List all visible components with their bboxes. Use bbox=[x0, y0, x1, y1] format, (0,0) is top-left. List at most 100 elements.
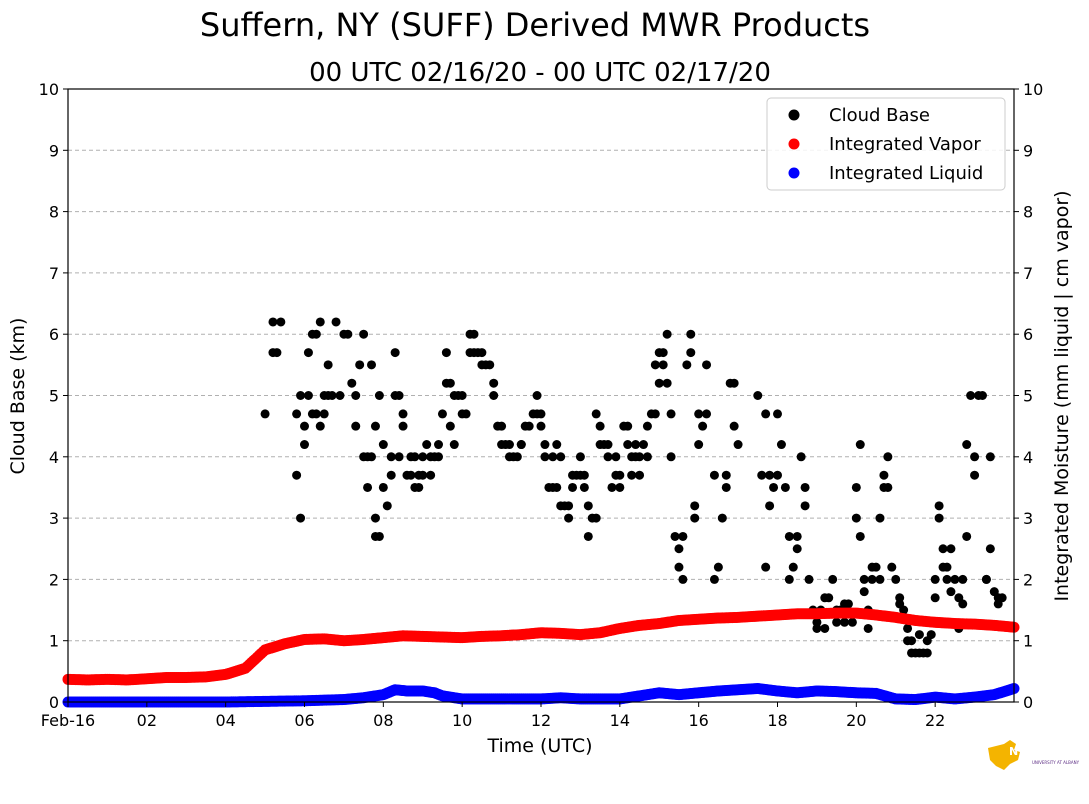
cloud-base-point bbox=[970, 452, 980, 462]
cloud-base-point bbox=[942, 574, 952, 584]
x-tick-label: 14 bbox=[610, 711, 630, 730]
cloud-base-point bbox=[635, 470, 645, 480]
cloud-base-point bbox=[966, 391, 976, 400]
y2-tick-label: 1 bbox=[1023, 632, 1033, 651]
cloud-base-point bbox=[776, 440, 786, 450]
cloud-base-point bbox=[922, 648, 932, 658]
cloud-base-point bbox=[276, 317, 286, 327]
cloud-base-point bbox=[260, 409, 270, 419]
cloud-base-point bbox=[674, 562, 684, 572]
cloud-base-point bbox=[840, 617, 850, 627]
y2-tick-label: 4 bbox=[1023, 448, 1033, 467]
cloud-base-point bbox=[516, 440, 526, 450]
cloud-base-point bbox=[410, 452, 420, 462]
y-tick-label: 3 bbox=[49, 509, 59, 528]
cloud-base-point bbox=[311, 329, 321, 339]
cloud-base-point bbox=[552, 440, 562, 450]
y2-tick-label: 2 bbox=[1023, 570, 1033, 589]
cloud-base-point bbox=[950, 574, 960, 584]
data-series bbox=[62, 317, 1020, 708]
cloud-base-point bbox=[434, 440, 444, 450]
cloud-base-point bbox=[536, 409, 546, 419]
cloud-base-point bbox=[875, 574, 885, 584]
ny-state-shape bbox=[988, 740, 1020, 770]
cloud-base-point bbox=[985, 452, 995, 462]
cloud-base-point bbox=[946, 587, 956, 597]
cloud-base-point bbox=[437, 409, 447, 419]
cloud-base-point bbox=[800, 482, 810, 492]
cloud-base-point bbox=[394, 452, 404, 462]
series-integrated-vapor bbox=[62, 607, 1020, 686]
cloud-base-point bbox=[635, 452, 645, 462]
cloud-base-point bbox=[406, 470, 416, 480]
cloud-base-point bbox=[650, 360, 660, 370]
cloud-base-point bbox=[524, 421, 534, 431]
cloud-base-point bbox=[753, 391, 763, 400]
cloud-base-point bbox=[658, 360, 668, 370]
cloud-base-point bbox=[414, 482, 424, 492]
cloud-base-point bbox=[303, 348, 313, 358]
cloud-base-point bbox=[386, 452, 396, 462]
cloud-base-point bbox=[765, 501, 775, 511]
cloud-base-point bbox=[504, 440, 514, 450]
y2-tick-label: 10 bbox=[1023, 80, 1043, 99]
cloud-base-point bbox=[958, 599, 968, 609]
x-tick-label: 16 bbox=[688, 711, 708, 730]
cloud-base-point bbox=[962, 440, 972, 450]
cloud-base-point bbox=[485, 360, 495, 370]
cloud-base-point bbox=[958, 574, 968, 584]
chart-title: Suffern, NY (SUFF) Derived MWR Products bbox=[200, 6, 870, 44]
cloud-base-point bbox=[907, 636, 917, 646]
x-axis-label: Time (UTC) bbox=[486, 735, 592, 757]
cloud-base-point bbox=[300, 421, 309, 431]
cloud-base-point bbox=[796, 452, 806, 462]
cloud-base-point bbox=[985, 544, 995, 554]
cloud-base-point bbox=[721, 470, 731, 480]
cloud-base-point bbox=[623, 421, 633, 431]
legend-label-cloud-base: Cloud Base bbox=[829, 105, 930, 126]
legend-label-integrated-vapor: Integrated Vapor bbox=[829, 134, 981, 155]
cloud-base-point bbox=[784, 531, 794, 541]
cloud-base-point bbox=[418, 452, 428, 462]
cloud-base-point bbox=[859, 587, 869, 597]
cloud-base-point bbox=[296, 391, 306, 400]
cloud-base-point bbox=[583, 531, 593, 541]
cloud-base-point bbox=[579, 482, 589, 492]
cloud-base-point bbox=[311, 409, 321, 419]
cloud-base-point bbox=[729, 378, 739, 388]
cloud-base-point bbox=[721, 482, 731, 492]
cloud-base-point bbox=[666, 452, 676, 462]
cloud-base-point bbox=[713, 562, 723, 572]
cloud-base-point bbox=[300, 440, 309, 450]
legend-label-integrated-liquid: Integrated Liquid bbox=[829, 163, 983, 184]
logo-subtext: UNIVERSITY AT ALBANY bbox=[1032, 760, 1080, 765]
cloud-base-point bbox=[556, 452, 566, 462]
cloud-base-point bbox=[418, 470, 428, 480]
cloud-base-point bbox=[607, 482, 617, 492]
cloud-base-point bbox=[343, 329, 353, 339]
cloud-base-point bbox=[579, 470, 589, 480]
x-tick-label: 22 bbox=[925, 711, 945, 730]
cloud-base-point bbox=[690, 513, 700, 523]
cloud-base-point bbox=[489, 378, 499, 388]
cloud-base-point bbox=[627, 470, 637, 480]
cloud-base-point bbox=[489, 391, 499, 400]
cloud-base-point bbox=[363, 482, 373, 492]
cloud-base-point bbox=[757, 470, 767, 480]
cloud-base-point bbox=[824, 593, 834, 603]
y-tick-label: 6 bbox=[49, 325, 59, 344]
cloud-base-point bbox=[891, 574, 901, 584]
cloud-base-point bbox=[702, 360, 712, 370]
x-tick-label: 18 bbox=[767, 711, 787, 730]
cloud-base-point bbox=[970, 470, 980, 480]
y-tick-label: 4 bbox=[49, 448, 59, 467]
cloud-base-point bbox=[351, 391, 361, 400]
cloud-base-point bbox=[591, 513, 601, 523]
cloud-base-point bbox=[603, 452, 613, 462]
cloud-base-point bbox=[568, 482, 578, 492]
cloud-base-point bbox=[784, 574, 794, 584]
cloud-base-point bbox=[477, 348, 487, 358]
cloud-base-point bbox=[887, 562, 897, 572]
cloud-base-point bbox=[800, 501, 810, 511]
cloud-base-point bbox=[615, 482, 625, 492]
